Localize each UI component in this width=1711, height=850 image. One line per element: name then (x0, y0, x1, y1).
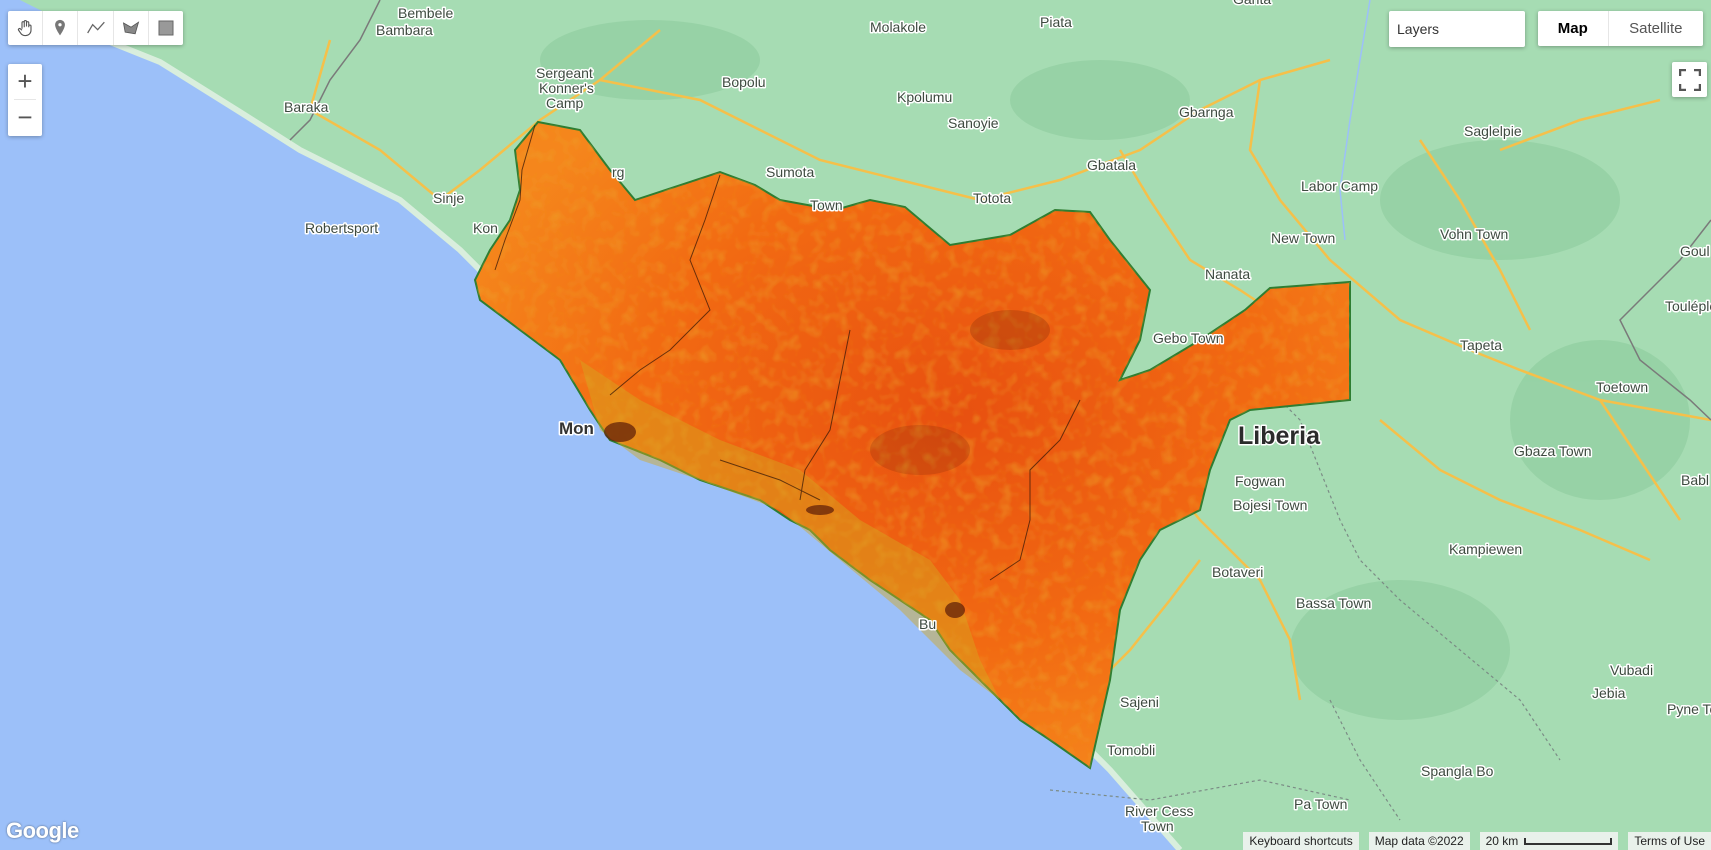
place-label: Kampiewen (1449, 541, 1522, 557)
hand-icon[interactable] (8, 11, 44, 45)
scale-label: 20 km (1485, 834, 1519, 848)
place-label: River Cess (1125, 803, 1193, 819)
rectangle-icon[interactable] (149, 11, 183, 45)
place-label: Sanoyie (948, 115, 999, 131)
place-label: Bopolu (722, 74, 766, 90)
place-label: Spangla Bo (1421, 763, 1494, 779)
drawing-toolbar (8, 11, 183, 45)
scale-control[interactable]: 20 km (1479, 832, 1619, 850)
ocean (0, 0, 1180, 850)
place-label: Pa Town (1294, 796, 1347, 812)
place-label: Gbarnga (1179, 104, 1234, 120)
fullscreen-button[interactable] (1672, 62, 1707, 97)
place-label: Pyne To (1667, 701, 1711, 717)
place-label: Kon (473, 220, 498, 236)
place-label: Jebia (1592, 685, 1626, 701)
place-label: Tapeta (1460, 337, 1502, 353)
place-label: Tomobli (1107, 742, 1155, 758)
layers-label: Layers (1397, 21, 1440, 37)
zoom-control: + − (8, 64, 42, 136)
place-label: Gbaza Town (1514, 443, 1592, 459)
place-labels: Bembele Bambara Baraka Sergeant Konner's… (283, 0, 1711, 836)
overlay-coastal-band (580, 360, 1000, 700)
fullscreen-icon (1678, 68, 1701, 91)
place-label: Toetown (1596, 379, 1648, 395)
place-label: Nanata (1205, 266, 1250, 282)
terms-of-use-link[interactable]: Terms of Use (1628, 832, 1711, 850)
place-label: Goul (1680, 243, 1710, 259)
place-label: Gebo Town (1153, 330, 1224, 346)
place-label: Bojesi Town (1233, 497, 1307, 513)
map-type-map-button[interactable]: Map (1538, 11, 1609, 46)
marker-icon[interactable] (43, 11, 79, 45)
admin-boundaries (1049, 379, 1561, 821)
place-label: Baraka (284, 99, 329, 115)
country-border (289, 0, 1711, 421)
scale-bar (1524, 837, 1613, 845)
place-label: Molakole (870, 19, 926, 35)
place-label: Vohn Town (1440, 226, 1508, 242)
place-label: Bambara (376, 22, 433, 38)
lake (380, 221, 423, 265)
overlay-dark-spots (604, 310, 1050, 618)
place-label: Sergeant (536, 65, 593, 81)
map-type-satellite-button[interactable]: Satellite (1629, 20, 1683, 37)
map-data-attribution: Map data ©2022 (1368, 832, 1470, 850)
place-label: Fogwan (1235, 473, 1285, 489)
map-type-control: Map Satellite (1538, 11, 1703, 46)
place-label: Labor Camp (1301, 178, 1378, 194)
place-label: Botaveri (1212, 564, 1263, 580)
place-label: New Town (1271, 230, 1335, 246)
place-label: Tototа (973, 190, 1011, 206)
raster-overlay[interactable] (473, 120, 1351, 770)
polyline-icon[interactable] (78, 11, 114, 45)
polygon-icon[interactable] (114, 11, 149, 45)
county-lines (494, 124, 1081, 581)
river (1339, 0, 1371, 241)
place-label: Gbatala (1087, 157, 1136, 173)
forest-patches (540, 20, 1690, 720)
place-label: Touléple (1665, 298, 1711, 314)
place-label: Konner's (539, 80, 594, 96)
place-label: Piata (1040, 14, 1072, 30)
zoom-divider (14, 99, 36, 100)
zoom-out-button[interactable]: − (17, 102, 33, 132)
place-label: Sajeni (1120, 694, 1159, 710)
map-footer: Keyboard shortcuts Map data ©2022 20 km … (1233, 832, 1711, 850)
place-label: Mon (559, 419, 594, 438)
overlay-texture (475, 122, 1350, 768)
place-label: Bu (919, 616, 936, 632)
keyboard-shortcuts-link[interactable]: Keyboard shortcuts (1243, 832, 1359, 850)
place-label: Kpolumu (897, 89, 952, 105)
place-label: Ganta (1233, 0, 1271, 7)
place-label: Vubadi (1610, 662, 1653, 678)
country-label: Liberia (1238, 422, 1321, 450)
zoom-in-button[interactable]: + (17, 66, 33, 96)
place-label: Bembele (398, 5, 453, 21)
place-label: Town (1141, 818, 1174, 834)
place-label: Babl (1681, 472, 1709, 488)
place-label: Camp (546, 95, 584, 111)
google-logo: Google (6, 818, 79, 843)
place-label: rg (612, 164, 624, 180)
place-label: Town (810, 197, 843, 213)
place-label: Robertsport (305, 220, 378, 236)
place-label: Bassa Town (1296, 595, 1371, 611)
layers-button[interactable]: Layers (1389, 11, 1525, 47)
place-label: Sinje (433, 190, 464, 206)
place-label: Sumota (766, 164, 814, 180)
place-label: Saglelpie (1464, 123, 1522, 139)
